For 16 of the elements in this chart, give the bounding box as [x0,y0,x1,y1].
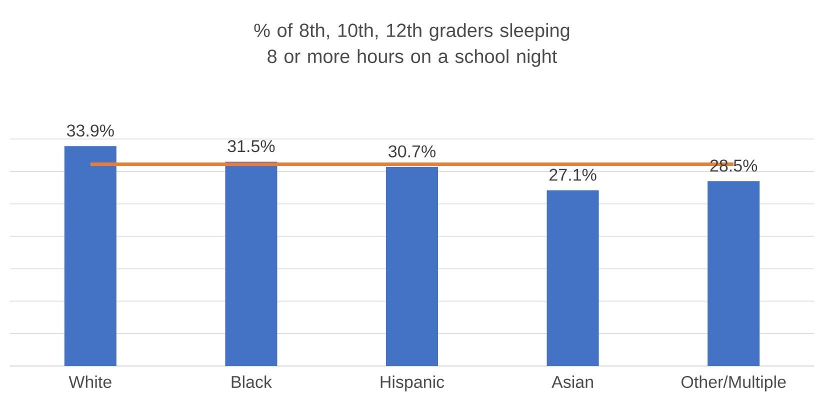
data-label: 28.5% [710,160,758,172]
bar [546,190,599,366]
data-label: 31.5% [228,140,275,152]
x-tick-label: Asian [552,376,593,388]
x-tick-label: Hispanic [380,376,444,392]
bar [64,146,116,366]
x-tick-label: White [68,376,112,388]
bar [386,166,438,366]
data-label: 33.9% [66,124,114,137]
data-label: 27.1% [550,168,596,181]
data-label: 30.7% [388,145,436,158]
bar [225,162,278,366]
x-tick-label: Other/Multiple [681,376,786,392]
x-tick-label: Black [232,376,272,388]
bar [708,181,760,366]
chart-title: % of 8th, 10th, 12th graders sleeping 8 or more hours on a school night [254,23,570,67]
